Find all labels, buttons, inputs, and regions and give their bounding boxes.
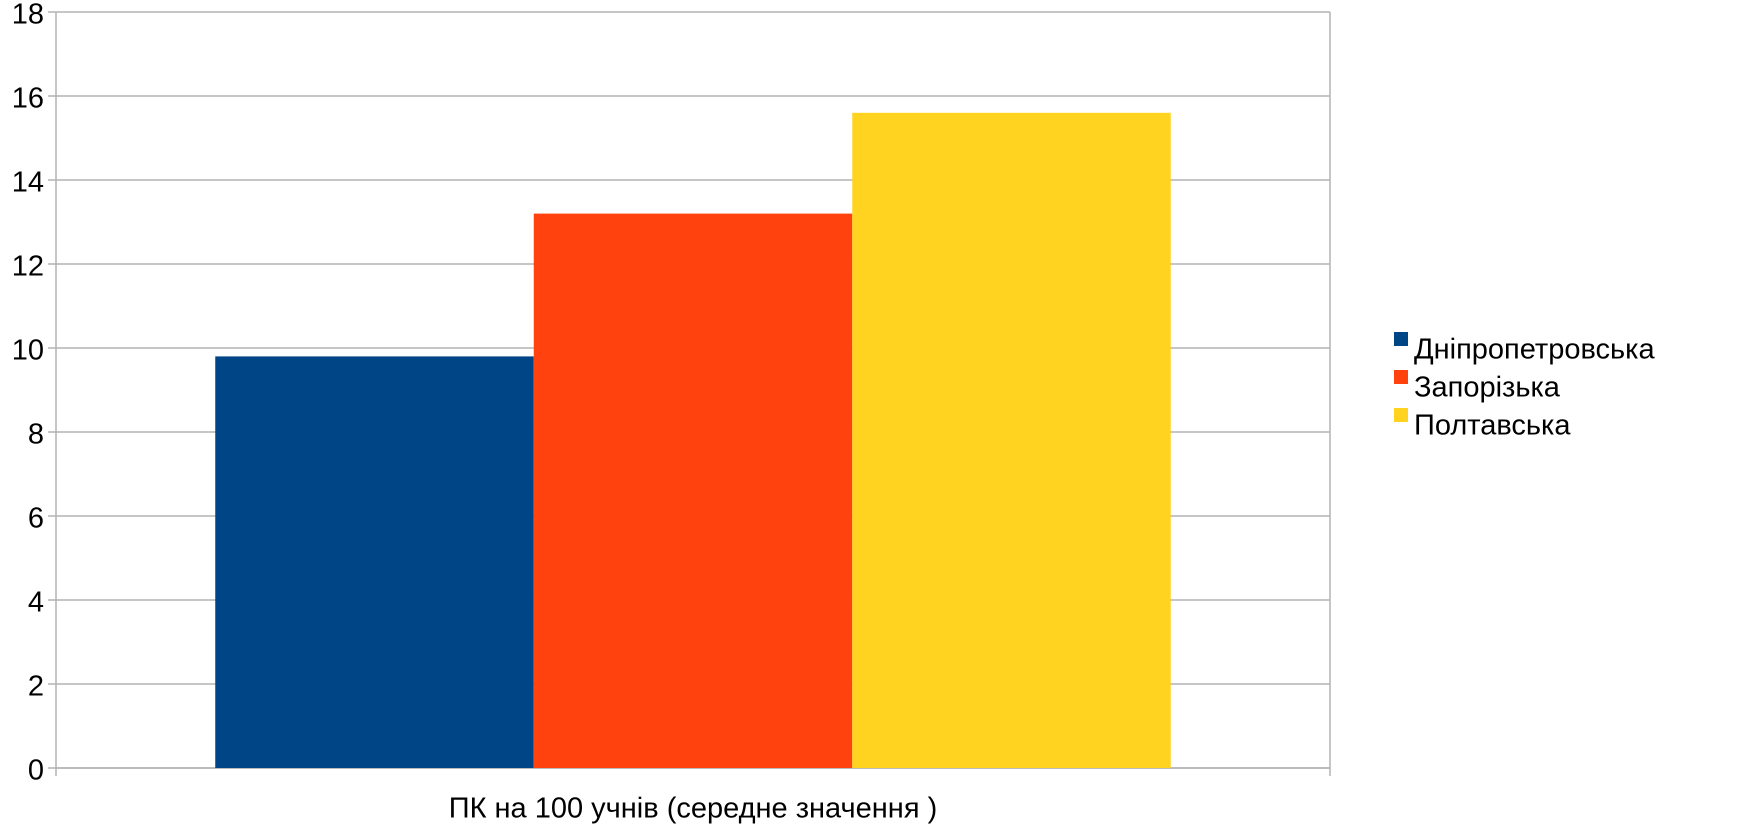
y-tick-label: 18: [12, 0, 44, 31]
bar: [533, 213, 853, 769]
legend-label: Дніпропетровська: [1414, 334, 1655, 366]
legend-swatch: [1394, 408, 1408, 422]
x-tick-label: ПК на 100 учнів (середне значення ): [449, 793, 937, 825]
legend-swatch: [1394, 370, 1408, 384]
y-tick-label: 4: [28, 587, 44, 619]
legend-label: Полтавська: [1414, 410, 1571, 442]
legend-label: Запорізька: [1414, 372, 1561, 404]
y-tick-label: 0: [28, 755, 44, 787]
bar: [215, 356, 534, 768]
y-tick-label: 12: [12, 251, 44, 283]
legend-swatch: [1394, 332, 1408, 346]
y-tick-label: 2: [28, 671, 44, 703]
y-tick-label: 10: [12, 335, 44, 367]
y-tick-label: 16: [12, 83, 44, 115]
bar: [852, 112, 1171, 769]
y-tick-label: 14: [12, 167, 44, 199]
y-tick-label: 6: [28, 503, 44, 535]
y-tick-label: 8: [28, 419, 44, 451]
